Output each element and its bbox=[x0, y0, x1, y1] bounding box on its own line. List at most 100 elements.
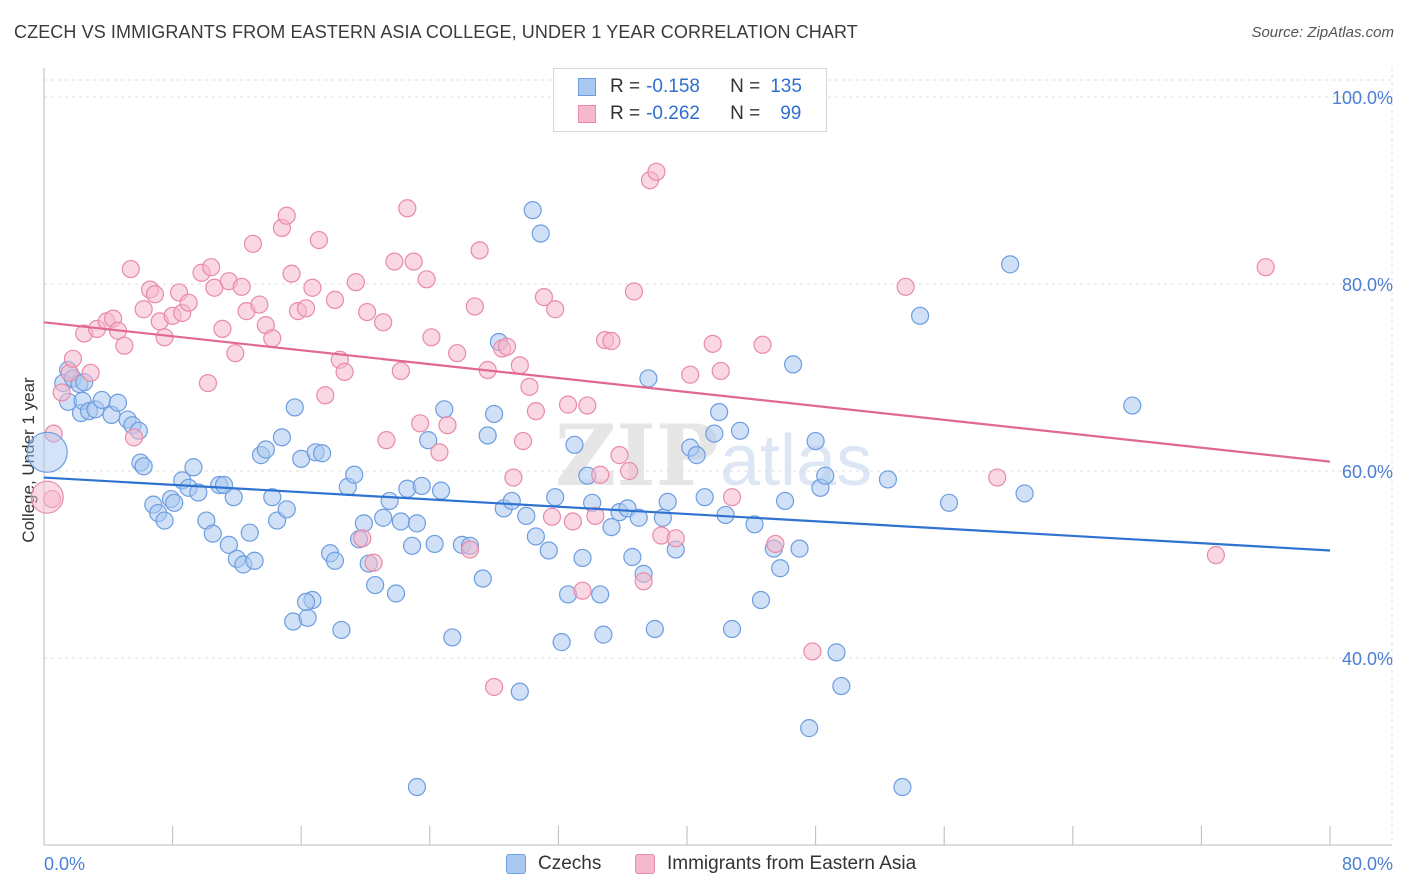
czech-trend-line bbox=[43, 476, 1331, 552]
czech-point bbox=[705, 424, 724, 443]
czech-point bbox=[687, 446, 706, 465]
asia-point bbox=[391, 361, 410, 381]
asia-point-large bbox=[30, 480, 64, 514]
asia-point bbox=[115, 336, 134, 355]
czech-point bbox=[272, 428, 292, 447]
y-tick-label: 60.0% bbox=[1342, 462, 1393, 482]
r-value: -0.262 bbox=[646, 103, 700, 124]
asia-point bbox=[282, 264, 301, 283]
czech-point bbox=[751, 590, 771, 610]
czech-point bbox=[312, 444, 332, 463]
asia-point bbox=[243, 234, 263, 253]
asia-point bbox=[504, 468, 523, 487]
asia-point bbox=[534, 287, 554, 307]
czech-point bbox=[184, 458, 203, 477]
y-tick-label: 40.0% bbox=[1342, 649, 1393, 669]
czech-point bbox=[565, 435, 584, 454]
asia-point bbox=[624, 282, 644, 301]
asia-point bbox=[411, 414, 430, 433]
legend-row-czechs: R = -0.158 N = 135 bbox=[578, 75, 802, 99]
asia-point bbox=[510, 356, 529, 375]
czech-swatch bbox=[578, 78, 596, 96]
asia-point bbox=[335, 362, 354, 381]
czech-point bbox=[354, 514, 373, 533]
czech-point bbox=[219, 535, 238, 554]
czech-point bbox=[412, 476, 431, 496]
asia-point bbox=[422, 328, 441, 347]
asia-point bbox=[766, 534, 785, 554]
asia-point bbox=[438, 416, 457, 435]
czech-point bbox=[391, 512, 410, 531]
asia-trend-line bbox=[43, 321, 1331, 463]
czech-point bbox=[722, 619, 742, 639]
asia-point bbox=[1206, 546, 1225, 565]
asia-point bbox=[385, 252, 404, 271]
czech-point bbox=[403, 536, 422, 555]
asia-point bbox=[155, 328, 174, 347]
chart-title: CZECH VS IMMIGRANTS FROM EASTERN ASIA CO… bbox=[14, 22, 858, 42]
czech-point bbox=[214, 475, 234, 495]
asia-point bbox=[232, 277, 251, 296]
asia-point bbox=[485, 677, 504, 697]
czech-point bbox=[189, 483, 208, 502]
asia-point bbox=[81, 363, 100, 382]
czech-point bbox=[407, 777, 427, 797]
asia-point bbox=[896, 277, 915, 296]
czech-point bbox=[296, 592, 316, 612]
asia-point bbox=[666, 529, 685, 548]
czech-point bbox=[806, 431, 825, 451]
czech-point bbox=[165, 493, 184, 512]
asia-point bbox=[250, 295, 269, 314]
asia-point bbox=[803, 642, 822, 661]
czech-point bbox=[832, 676, 851, 696]
asia-point bbox=[1256, 258, 1275, 277]
n-value: 135 bbox=[770, 76, 802, 97]
czech-point bbox=[473, 569, 492, 588]
czech-point bbox=[771, 559, 790, 578]
asia-point bbox=[647, 162, 666, 181]
asia-point bbox=[145, 285, 165, 304]
asia-point bbox=[520, 377, 539, 396]
asia-swatch bbox=[578, 105, 596, 123]
asia-point bbox=[303, 278, 322, 297]
asia-point bbox=[578, 396, 597, 415]
asia-point bbox=[563, 512, 582, 531]
czech-point bbox=[386, 584, 406, 603]
asia-point bbox=[470, 241, 489, 260]
czech-point bbox=[816, 466, 835, 485]
asia-point bbox=[398, 199, 417, 218]
czech-point bbox=[425, 534, 444, 554]
czech-point bbox=[380, 491, 399, 511]
czech-point bbox=[277, 500, 296, 519]
asia-point bbox=[63, 349, 83, 368]
czech-point bbox=[710, 402, 729, 422]
asia-point bbox=[134, 300, 153, 319]
czech-point bbox=[800, 719, 819, 738]
asia-point bbox=[213, 319, 232, 338]
czech-point bbox=[240, 523, 259, 542]
czech-point bbox=[245, 551, 264, 570]
czech-point bbox=[502, 491, 521, 511]
n-label: N = bbox=[730, 103, 761, 124]
asia-point bbox=[711, 361, 730, 381]
czech-point bbox=[594, 625, 613, 644]
asia-point bbox=[404, 252, 423, 271]
asia-point bbox=[202, 258, 221, 277]
czech-point bbox=[790, 539, 809, 558]
czech-point bbox=[478, 426, 497, 445]
czech-point bbox=[730, 421, 750, 440]
czech-point bbox=[783, 355, 803, 374]
legend-item-czechs: Czechs bbox=[506, 852, 601, 876]
czech-point bbox=[573, 548, 592, 568]
czech-point bbox=[419, 431, 438, 450]
czech-point bbox=[510, 682, 529, 701]
asia-point bbox=[602, 331, 621, 351]
czech-point bbox=[658, 492, 677, 511]
czech-point bbox=[1001, 255, 1020, 274]
czech-point bbox=[539, 541, 558, 560]
asia-point bbox=[296, 299, 316, 318]
asia-point bbox=[542, 507, 562, 526]
czech-point bbox=[298, 608, 317, 627]
asia-point bbox=[573, 581, 592, 600]
